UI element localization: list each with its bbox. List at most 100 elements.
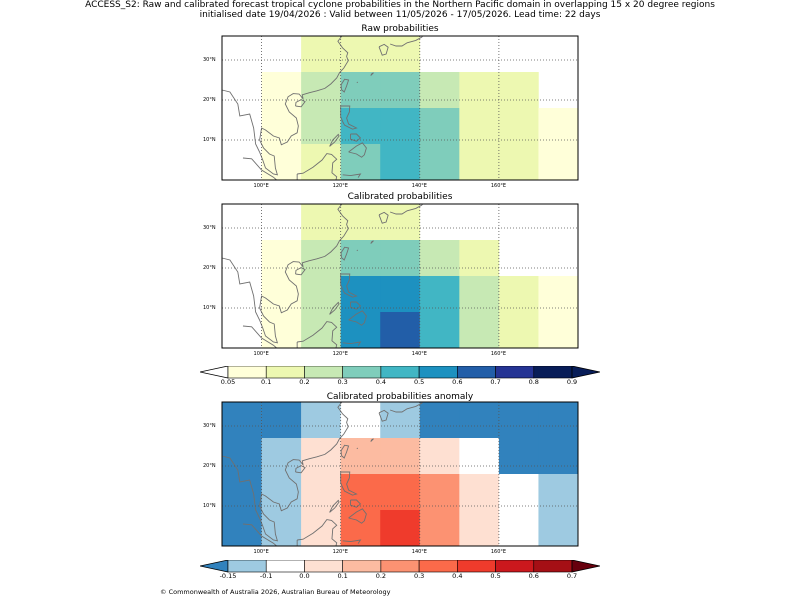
region-cell [301,204,341,241]
coastline [356,81,358,84]
colorbar-tick-label: 0.5 [490,572,501,580]
region-cell [261,510,302,547]
region-cell [419,144,460,181]
region-cell [301,474,341,511]
coastline [295,99,306,108]
map-frame [221,401,579,547]
calibrated-panel-title: Calibrated probabilities [347,192,453,202]
coastline [329,133,340,147]
colorbar-swatch [418,365,458,379]
probability-colorbar: 0.05 0.1 0.2 0.3 0.4 0.5 0.6 0.7 0.8 0.9 [199,364,601,394]
coastline [378,409,389,422]
region-cell [459,402,500,439]
region-cell [538,402,579,439]
colorbar-under-extend [199,365,229,379]
colorbar-canvas [199,559,601,573]
region-cell [380,36,421,73]
colorbar-swatch [304,365,343,379]
colorbar-canvas [199,365,601,379]
lat-tick-label: 30°N [203,225,216,231]
region-cell [538,312,579,349]
colorbar-swatch [227,559,267,573]
colorbar-tick-label: 0.4 [452,572,463,580]
coastline [350,499,362,508]
colorbar-tick-label: -0.1 [259,572,273,580]
lon-tick-label: 120°E [332,183,348,189]
region-cell [419,276,460,313]
region-cell [419,108,460,145]
region-cell [498,402,539,439]
colorbar-tick-label: 0.2 [375,572,387,580]
coastline [297,321,338,349]
region-cell [498,276,539,313]
region-cell [222,510,262,547]
lat-tick-label: 20°N [203,97,216,103]
region-cell [538,144,579,181]
region-cell [301,108,341,145]
region-cell [419,510,460,547]
colorbar-swatch [265,365,305,379]
region-cell [538,108,579,145]
anomaly-map: 100°E 120°E 140°E 160°E 30°N 20°N 10°N [203,401,579,555]
colorbar-tick-label: 0.0 [299,572,310,580]
colorbar-swatch [533,559,573,573]
region-cell [538,276,579,313]
lon-tick-label: 120°E [332,549,348,555]
colorbar-tick-label: 0.5 [413,378,425,386]
region-cell [380,510,421,547]
lat-tick-label: 10°N [203,503,216,509]
region-cell [380,72,421,109]
colorbar-tick-label: 0.6 [528,572,539,580]
region-cell [340,402,381,439]
region-cell [459,474,500,511]
region-cell [222,474,262,511]
coastline [356,447,358,450]
colorbar-swatch [380,365,420,379]
coastline [242,325,277,349]
region-cell [498,72,539,109]
region-cell [498,438,539,475]
figure-title: ACCESS_S2: Raw and calibrated forecast t… [85,0,715,10]
calibrated-probability-map: 100°E 120°E 140°E 160°E 30°N 20°N 10°N [203,203,579,357]
lat-tick-label: 30°N [203,57,216,63]
region-cell [301,240,341,277]
coastline [221,35,349,176]
coastline [297,153,338,181]
copyright-notice: © Commonwealth of Australia 2026, Austra… [160,588,391,596]
coastline [340,273,358,298]
region-cell [419,240,460,277]
colorbar-swatch [342,365,382,379]
colorbar-over-extend [571,559,601,573]
region-cell [459,144,500,181]
region-cell [459,312,500,349]
colorbar-tick-label: 0.3 [337,378,348,386]
map-canvas [221,203,579,349]
anomaly-panel-title: Calibrated probabilities anomaly [326,392,474,402]
coastline [329,301,340,315]
region-cell [380,438,421,475]
region-cell [459,276,500,313]
colorbar-tick-label: 0.7 [566,572,578,580]
region-cell [498,312,539,349]
region-cell [380,108,421,145]
region-cell [459,72,500,109]
region-cell [301,72,341,109]
figure-subtitle: initialised date 19/04/2026 : Valid betw… [199,10,601,20]
region-cell [538,438,579,475]
colorbar-swatch [495,559,535,573]
coastline [342,173,362,178]
colorbar-swatch [418,559,458,573]
region-cell [459,240,500,277]
coastline [340,105,358,130]
map-canvas [221,35,579,181]
coastline [370,72,374,76]
region-cell [301,36,341,73]
colorbar-swatch [533,365,573,379]
lat-tick-label: 20°N [203,463,216,469]
colorbar-swatch [495,365,535,379]
region-cell [261,144,302,181]
colorbar-tick-label: 0.7 [490,378,501,386]
region-cell [380,240,421,277]
lon-tick-label: 120°E [332,351,348,357]
lat-tick-label: 30°N [203,423,216,429]
